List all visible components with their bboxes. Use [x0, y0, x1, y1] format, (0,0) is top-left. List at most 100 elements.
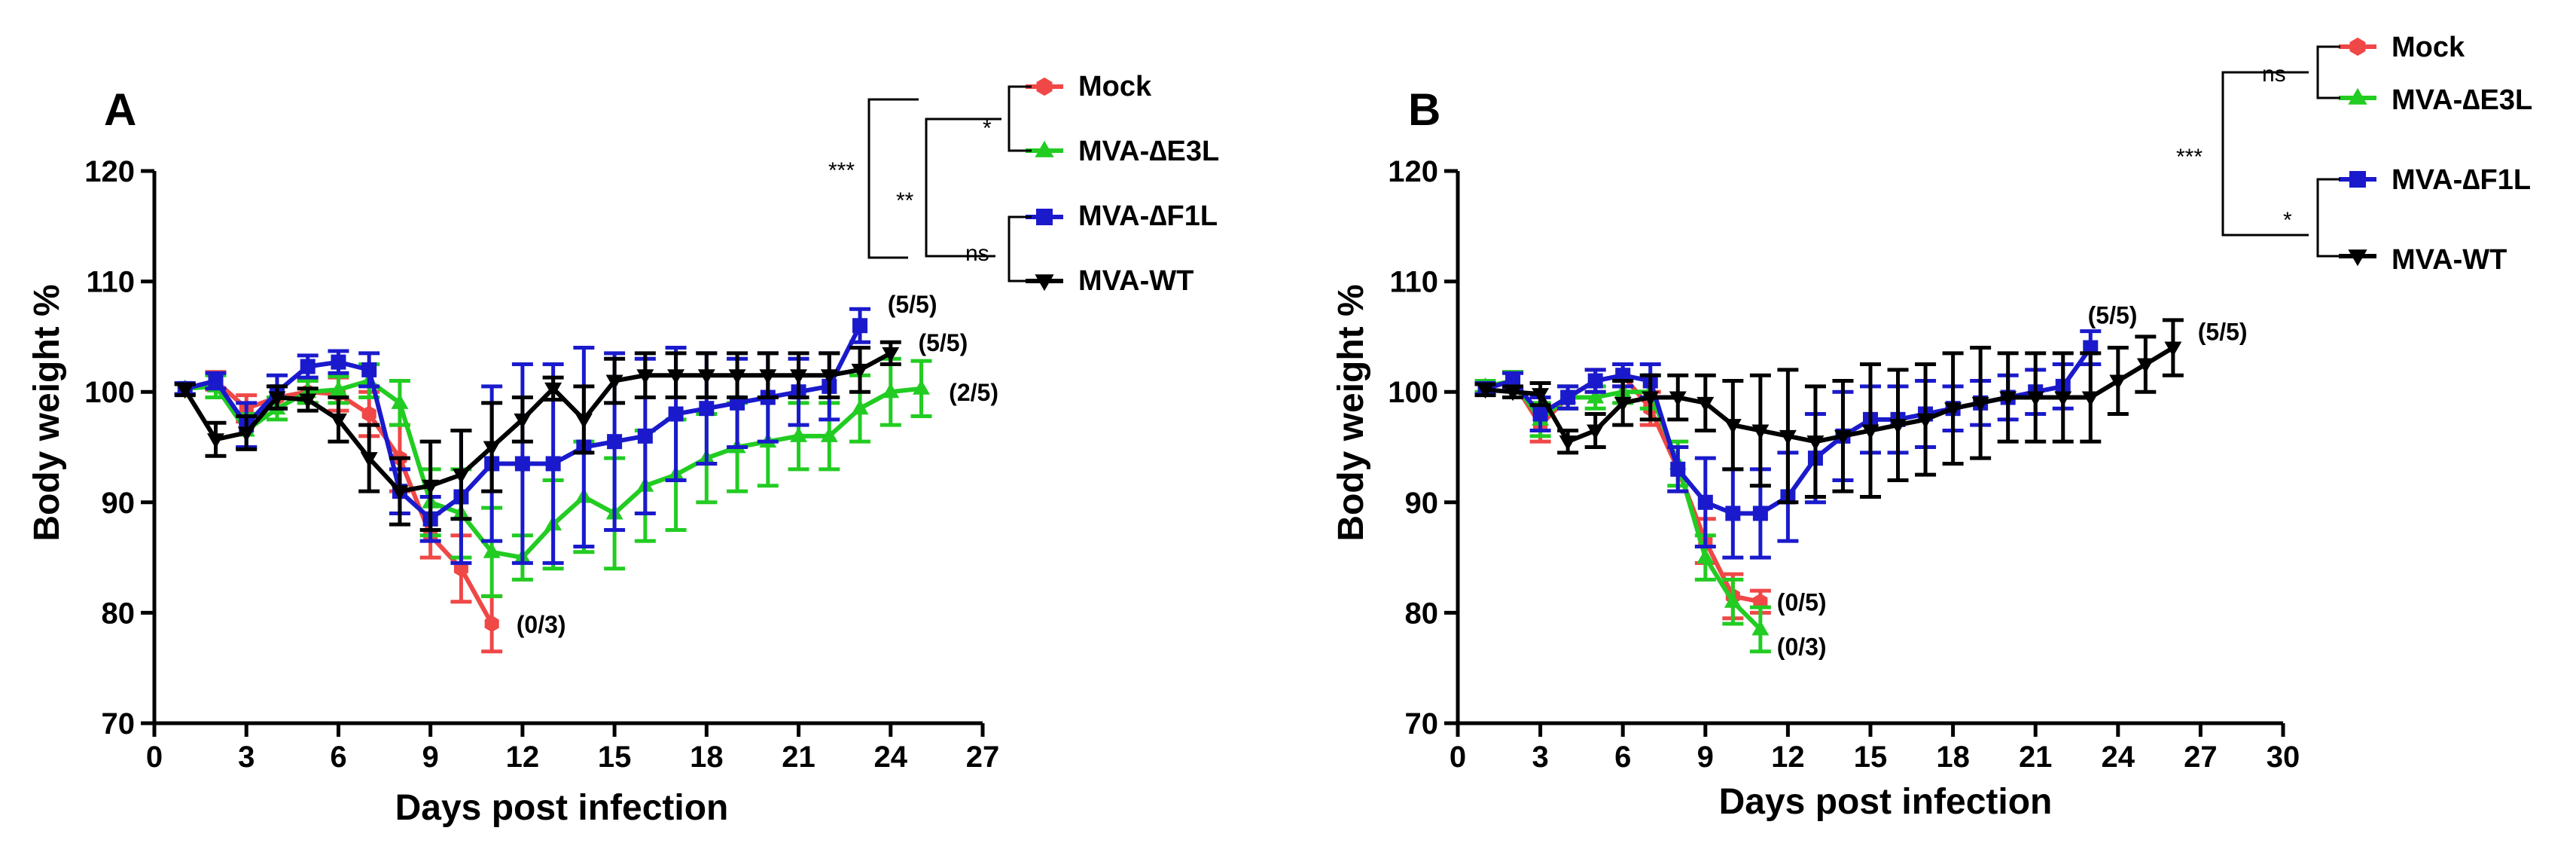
x-tick-label: 21: [2019, 741, 2053, 774]
data-point: [329, 413, 347, 429]
data-point: [820, 426, 838, 442]
legend-entry-mock: [2339, 37, 2376, 57]
data-point: [1752, 505, 1768, 521]
x-tick-label: 24: [874, 741, 908, 774]
bracket-mock-e3l-b: [2316, 45, 2340, 99]
data-point: [208, 373, 224, 389]
sig-label-a-2: **: [896, 188, 914, 213]
x-tick-label: 21: [782, 741, 815, 774]
y-tick-label: 70: [1405, 707, 1439, 741]
annotation: (5/5): [918, 329, 968, 356]
x-tick-label: 3: [1532, 741, 1548, 774]
legend-entry-wt: [2339, 249, 2376, 267]
x-tick-label: 27: [2184, 741, 2218, 774]
x-tick-label: 0: [1450, 741, 1466, 774]
x-tick-label: 9: [422, 741, 439, 774]
data-point: [851, 399, 869, 415]
data-point: [2054, 391, 2072, 407]
x-tick-label: 15: [1854, 741, 1888, 774]
data-point: [361, 405, 376, 423]
data-point: [483, 542, 501, 558]
y-axis-title-a: Body weight %: [27, 284, 67, 541]
x-tick-label: 12: [506, 741, 540, 774]
panel-a: A Body weight % Days post infection 70 80…: [27, 71, 1219, 828]
data-point: [2081, 391, 2099, 407]
sig-label-a-3: ***: [828, 158, 855, 183]
series-line: [183, 351, 892, 494]
x-tick-label: 6: [1614, 741, 1631, 774]
data-point: [2026, 391, 2044, 407]
data-point: [1697, 494, 1713, 510]
plot-area-a: 70 80 90 100 110 120 0 3 6 9 12 15 18 21 24 27 (0/3) (5/5…: [84, 155, 999, 774]
data-point: [1834, 429, 1852, 445]
sig-label-a-4: ns: [965, 241, 989, 266]
data-point: [1504, 386, 1522, 402]
data-point: [514, 413, 532, 429]
x-axis-title-a: Days post infection: [395, 788, 729, 828]
sig-label-b-3: *: [2283, 208, 2292, 233]
series-MVA-WT: [1474, 318, 2184, 505]
data-point: [1971, 396, 1989, 412]
data-point: [699, 401, 715, 417]
data-point: [607, 434, 623, 450]
legend-marker: [1035, 140, 1054, 157]
legend-entry-mock: [1026, 77, 1063, 96]
data-point: [544, 382, 562, 398]
data-point: [1587, 424, 1605, 440]
x-tick-label: 6: [330, 741, 346, 774]
data-point: [1779, 429, 1797, 445]
y-tick-label: 110: [86, 266, 135, 299]
y-tick-label: 90: [1405, 487, 1439, 520]
legend-entry-e3l: [1026, 140, 1063, 157]
legend-entry-e3l: [2339, 87, 2376, 105]
x-tick-label: 18: [1936, 741, 1970, 774]
series-MVA-WT: [174, 340, 901, 532]
data-point: [728, 369, 746, 385]
data-point: [483, 441, 501, 457]
data-point: [1477, 383, 1495, 399]
data-point: [667, 369, 685, 385]
data-point: [1725, 505, 1741, 521]
y-tick-label: 120: [1388, 155, 1438, 188]
data-point: [268, 391, 286, 407]
data-point: [514, 456, 530, 472]
data-point: [1697, 548, 1715, 564]
annotation: (5/5): [2088, 302, 2138, 329]
data-point: [329, 380, 347, 396]
data-point: [697, 369, 715, 385]
x-tick-label: 27: [966, 741, 1000, 774]
data-point: [1559, 435, 1577, 451]
data-point: [1587, 373, 1603, 389]
data-point: [2109, 374, 2127, 390]
annotation: (5/5): [2198, 319, 2248, 346]
data-point: [360, 452, 378, 468]
legend-a: Mock MVA-∆E3L MVA-∆F1L MVA-WT: [1026, 71, 1219, 297]
y-tick-label: 120: [84, 155, 135, 188]
legend-marker: [1035, 274, 1054, 292]
bracket-outer-inner: [925, 118, 1001, 258]
data-point: [1916, 413, 1934, 429]
data-point: [1944, 402, 1962, 418]
data-point: [605, 374, 623, 390]
data-point: [391, 393, 409, 409]
data-point: [299, 393, 317, 409]
y-axis-title-b: Body weight %: [1331, 284, 1371, 541]
data-point: [1614, 396, 1632, 412]
legend-label-wt: MVA-WT: [1078, 265, 1193, 297]
bracket-f1l-wt: [1008, 215, 1032, 283]
x-tick-label: 0: [146, 741, 163, 774]
data-point: [913, 379, 931, 395]
x-tick-label: 18: [690, 741, 724, 774]
data-point: [882, 383, 900, 399]
x-axis-title-b: Days post infection: [1719, 782, 2053, 822]
legend-label-f1l: MVA-∆F1L: [1078, 200, 1218, 232]
legend-label-e3l: MVA-∆E3L: [2392, 84, 2532, 116]
data-point: [391, 485, 409, 501]
data-point: [1724, 592, 1742, 608]
data-point: [300, 359, 316, 374]
legend-label-e3l: MVA-∆E3L: [1078, 136, 1219, 167]
data-point: [484, 615, 499, 633]
data-point: [575, 413, 593, 429]
data-point: [1751, 424, 1770, 440]
